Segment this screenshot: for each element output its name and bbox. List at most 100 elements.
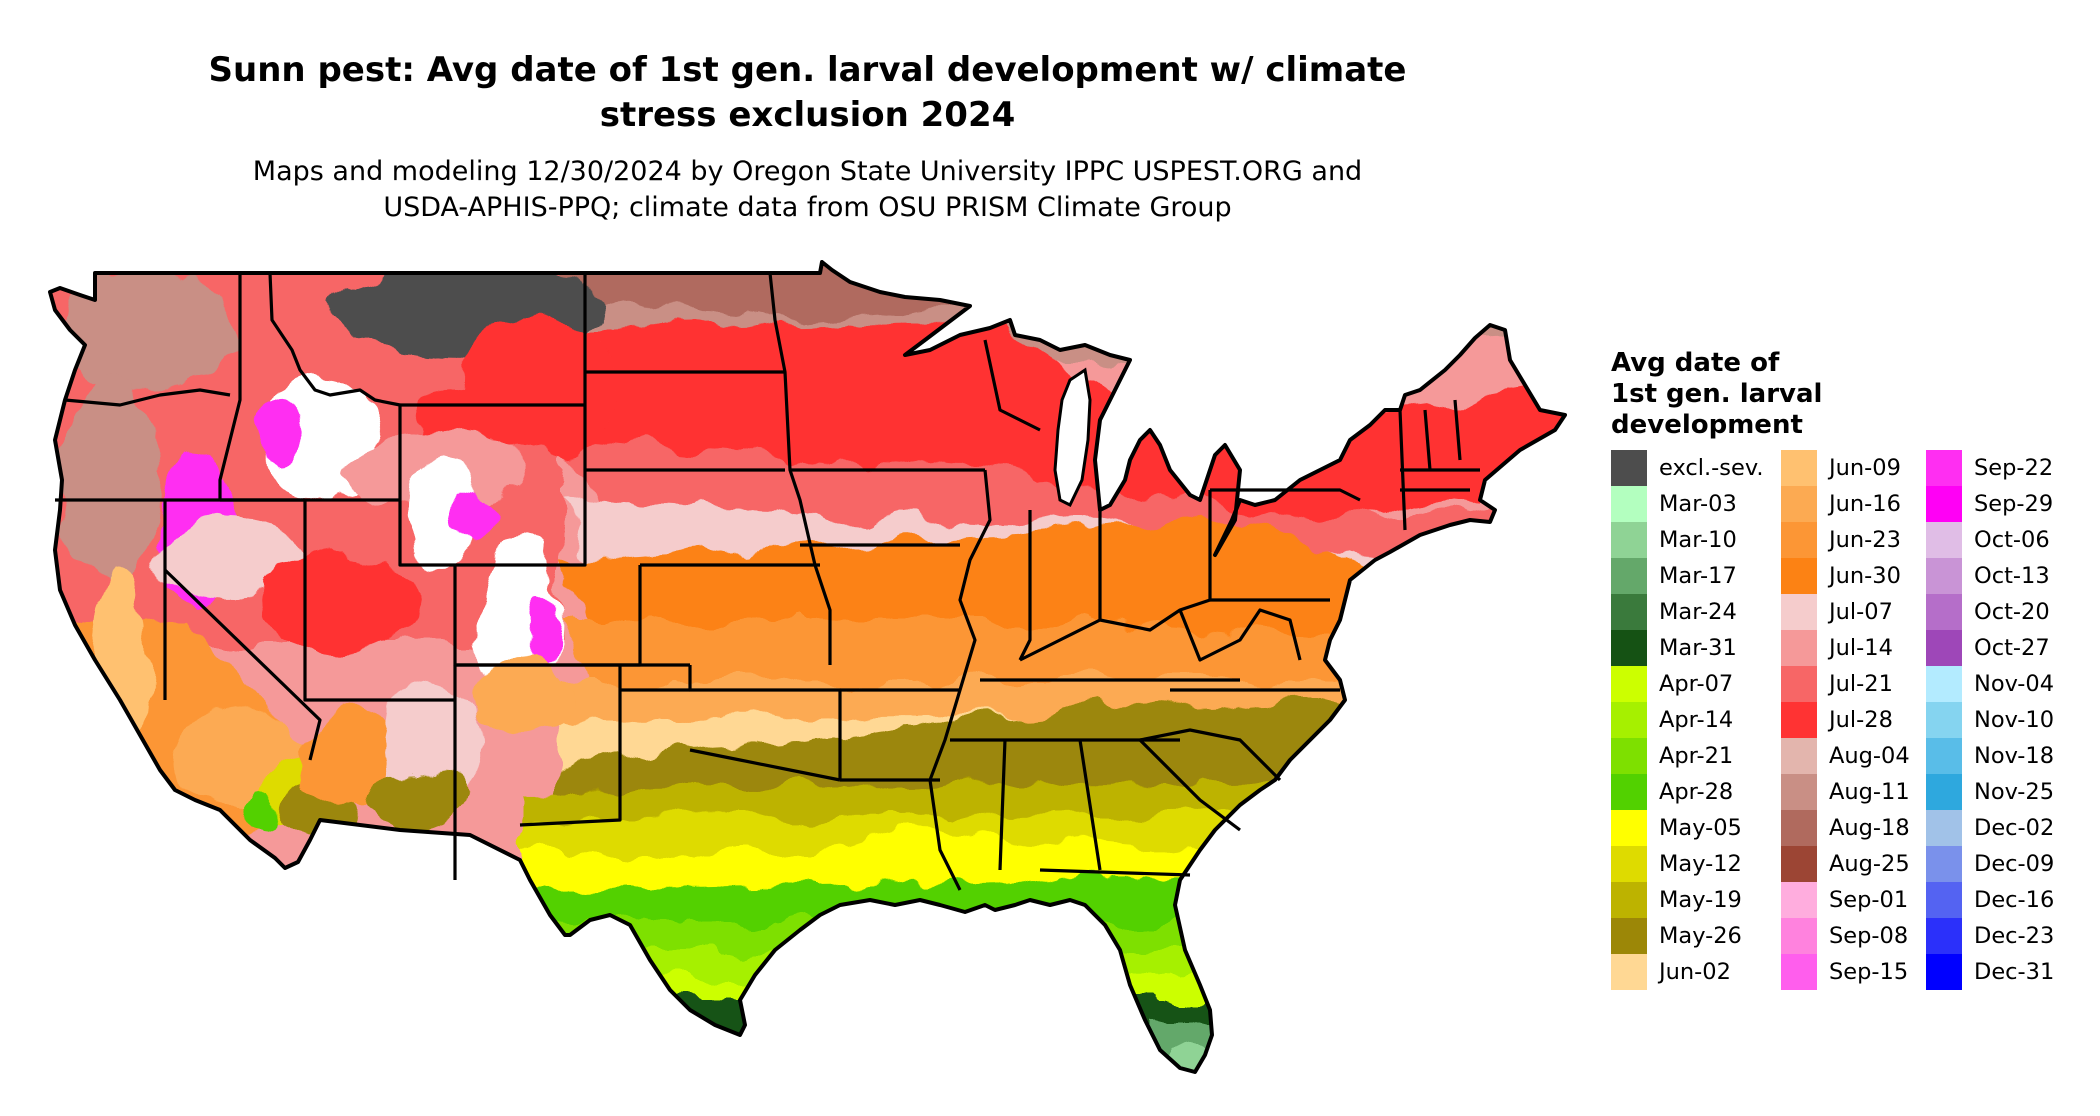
legend-label: Jul-07 (1829, 599, 1893, 625)
legend-swatch (1781, 486, 1817, 522)
legend-entry: Mar-10 (1611, 522, 1764, 558)
map-subtitle: Maps and modeling 12/30/2024 by Oregon S… (60, 154, 1555, 226)
zone-mt-plains (460, 310, 620, 450)
legend-entry: excl.-sev. (1611, 450, 1764, 486)
legend-entry: Oct-13 (1926, 558, 2054, 594)
legend-entry: Apr-14 (1611, 702, 1764, 738)
legend-swatch (1611, 594, 1647, 630)
legend-label: Aug-18 (1829, 815, 1910, 841)
legend-swatch (1611, 702, 1647, 738)
zone-mar-10 (1170, 1050, 1260, 1072)
state-border (688, 665, 842, 780)
legend-entry: Mar-31 (1611, 630, 1764, 666)
legend-entry: Sep-15 (1781, 954, 1910, 990)
state-border (218, 273, 242, 500)
legend-swatch (1611, 846, 1647, 882)
state-border (1178, 608, 1302, 662)
legend-title-line: Avg date of (1611, 348, 1780, 378)
state-border (813, 564, 832, 665)
legend-swatch (1926, 450, 1962, 486)
legend-label: Jun-30 (1829, 563, 1901, 589)
legend-swatch (1781, 630, 1817, 666)
legend-swatch (1781, 810, 1817, 846)
zone-mar-31 (520, 1000, 1565, 1072)
legend-entry: Apr-21 (1611, 738, 1764, 774)
lake-michigan (1053, 367, 1092, 508)
legend-swatch (1611, 810, 1647, 846)
legend-swatch (1781, 774, 1817, 810)
legend-label: Aug-11 (1829, 779, 1910, 805)
legend-label: Mar-24 (1659, 599, 1737, 625)
legend-entry: Jun-09 (1781, 450, 1910, 486)
legend-entry: Sep-29 (1926, 486, 2054, 522)
legend-entry: Oct-20 (1926, 594, 2054, 630)
legend-column: excl.-sev. Mar-03 Mar-10 Mar-17 Mar-24 Mar-31… (1611, 450, 1764, 990)
zone-apr-07 (520, 980, 1565, 1010)
state-border (64, 388, 231, 407)
legend-entry: Jun-30 (1781, 558, 1910, 594)
legend-label: Mar-10 (1659, 527, 1737, 553)
state-border (1039, 868, 1191, 877)
legend-label: Dec-16 (1974, 887, 2055, 913)
zone-mar-17 (1150, 1020, 1260, 1072)
legend-entry: Aug-18 (1781, 810, 1910, 846)
legend-entry: Apr-07 (1611, 666, 1764, 702)
legend-entry: May-19 (1611, 882, 1764, 918)
zone-central-valley (92, 570, 148, 750)
legend-entries: excl.-sev. Mar-03 Mar-10 Mar-17 Mar-24 Mar-31… (1611, 450, 2091, 990)
legend-swatch (1781, 666, 1817, 702)
legend-label: Apr-07 (1659, 671, 1734, 697)
legend-entry: Jul-07 (1781, 594, 1910, 630)
legend-title: Avg date of 1st gen. larval development (1611, 348, 1911, 441)
legend-label: Jul-21 (1829, 671, 1893, 697)
legend-swatch (1926, 846, 1962, 882)
zone-ut (260, 550, 420, 650)
legend-swatch (1781, 594, 1817, 630)
legend-label: Oct-20 (1974, 599, 2050, 625)
legend-entry: Dec-23 (1926, 918, 2054, 954)
legend-label: Sep-01 (1829, 887, 1909, 913)
legend-label: Apr-14 (1659, 707, 1734, 733)
legend-column: Sep-22 Sep-29 Oct-06 Oct-13 Oct-20 Oct-27 Nov-… (1926, 450, 2054, 990)
state-border (1018, 510, 1032, 661)
legend-label: May-12 (1659, 851, 1742, 877)
legend-entry: Nov-18 (1926, 738, 2054, 774)
legend-entry: Dec-02 (1926, 810, 2054, 846)
legend-label: Aug-04 (1829, 743, 1910, 769)
legend-entry: Jun-23 (1781, 522, 1910, 558)
legend-label: Sep-22 (1974, 455, 2054, 481)
legend-column: Jun-09 Jun-16 Jun-23 Jun-30 Jul-07 Jul-14 Jul-… (1781, 450, 1910, 990)
state-border (1453, 399, 1462, 461)
legend-label: Sep-15 (1829, 959, 1909, 985)
legend-label: May-26 (1659, 923, 1742, 949)
legend-swatch (1926, 774, 1962, 810)
legend-entry: Jun-02 (1611, 954, 1764, 990)
legend-label: excl.-sev. (1659, 455, 1764, 481)
legend-entry: May-26 (1611, 918, 1764, 954)
legend-label: Aug-25 (1829, 851, 1910, 877)
legend-label: Sep-08 (1829, 923, 1909, 949)
zone-or-cascades (60, 370, 160, 590)
state-border (928, 469, 992, 891)
state-border (1019, 598, 1211, 662)
zone-imperial-valley (247, 788, 283, 832)
legend-entry: Jul-21 (1781, 666, 1910, 702)
legend-swatch (1611, 774, 1647, 810)
legend-label: Apr-21 (1659, 743, 1734, 769)
state-border (1423, 409, 1432, 471)
legend-label: Oct-27 (1974, 635, 2050, 661)
legend-label: Oct-13 (1974, 563, 2050, 589)
legend-entry: May-05 (1611, 810, 1764, 846)
legend-label: Jun-16 (1829, 491, 1901, 517)
legend-entry: Nov-25 (1926, 774, 2054, 810)
legend-swatch (1926, 738, 1962, 774)
great-lakes (1053, 367, 1092, 508)
legend-swatch (1611, 558, 1647, 594)
legend-entry: Nov-10 (1926, 702, 2054, 738)
map-title-line-2: stress exclusion 2024 (599, 95, 1016, 135)
state-border (163, 568, 322, 761)
state-border (689, 748, 841, 782)
state-border (1210, 488, 1361, 502)
state-border (398, 405, 587, 567)
state-border (519, 665, 622, 827)
